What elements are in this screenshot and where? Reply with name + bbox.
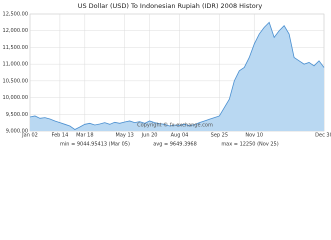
y-tick-label: 9,000.00 xyxy=(6,129,28,135)
footer-stat: avg = 9649.3968 xyxy=(153,142,197,148)
x-tick-label: Sep 25 xyxy=(211,133,228,139)
x-tick-label: Dec 30 xyxy=(315,133,331,139)
footer-stat: min = 9044.95413 (Mar 05) xyxy=(60,142,130,148)
x-tick-label: Jan 02 xyxy=(21,133,38,139)
y-tick-label: 11,000.00 xyxy=(3,62,28,68)
x-tick-label: Feb 14 xyxy=(51,133,68,139)
chart-title: US Dollar (USD) To Indonesian Rupiah (ID… xyxy=(78,2,263,10)
y-tick-label: 12,000.00 xyxy=(3,28,28,34)
x-tick-label: Jun 20 xyxy=(141,133,158,139)
line xyxy=(29,21,325,130)
y-tick-label: 9,500.00 xyxy=(6,112,28,118)
chart: US Dollar (USD) To Indonesian Rupiah (ID… xyxy=(3,2,331,148)
watermark: Copyright © fx-exchange.com xyxy=(137,122,213,129)
x-tick-label: May 13 xyxy=(116,133,134,139)
x-tick-label: Aug 04 xyxy=(171,133,189,139)
y-tick-label: 10,000.00 xyxy=(3,95,28,101)
x-tick-label: Mar 18 xyxy=(76,133,93,139)
footer-stat: max = 12250 (Nov 25) xyxy=(221,142,278,148)
x-tick-label: Nov 10 xyxy=(245,133,263,139)
area xyxy=(30,22,324,131)
page: {"chart_data": {"type": "area", "title":… xyxy=(2,2,331,148)
y-tick-label: 12,500.00 xyxy=(3,12,28,18)
y-tick-label: 11,500.00 xyxy=(3,45,28,51)
y-tick-label: 10,500.00 xyxy=(3,78,28,84)
